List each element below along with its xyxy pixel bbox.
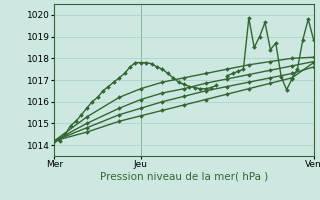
X-axis label: Pression niveau de la mer( hPa ): Pression niveau de la mer( hPa ): [100, 172, 268, 182]
